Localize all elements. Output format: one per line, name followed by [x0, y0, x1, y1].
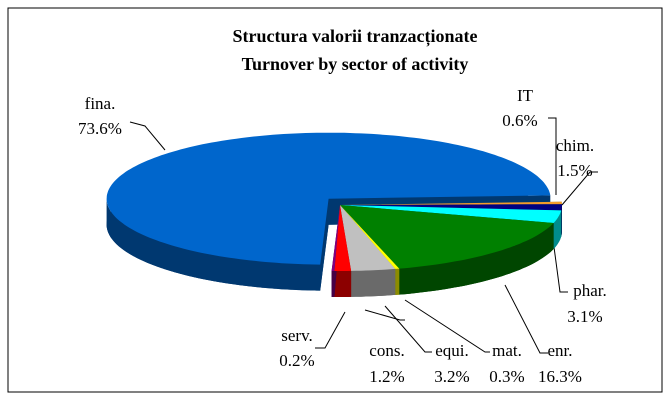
slice [340, 205, 396, 271]
slice-outer-wall [561, 205, 562, 237]
slice-label: chim. [556, 136, 594, 155]
leader-lines [129, 117, 598, 354]
slice-outer-wall [331, 271, 335, 297]
slice [331, 205, 340, 271]
slice-label: equi. [435, 341, 469, 360]
value-label: 1.5% [557, 161, 592, 180]
value-label: 0.2% [279, 351, 314, 370]
chart-subtitle: Turnover by sector of activity [242, 54, 469, 74]
value-label: 1.2% [369, 367, 404, 386]
slice [340, 204, 562, 211]
slice-label: fina. [85, 94, 116, 113]
slice-label: phar. [573, 281, 607, 300]
slice-outer-wall [395, 268, 400, 295]
slice-outer-wall [351, 268, 396, 297]
value-label: 0.6% [502, 111, 537, 130]
slice [334, 205, 352, 271]
leader-line [364, 309, 405, 321]
value-label: 16.3% [538, 367, 582, 386]
slice-wall [320, 198, 329, 291]
leader-line [561, 171, 598, 206]
slice-outer-wall [334, 270, 352, 297]
slice-label: serv. [281, 326, 312, 345]
leader-line [404, 299, 490, 353]
value-label: 0.3% [489, 367, 524, 386]
leader-line [315, 311, 346, 349]
leader-line [548, 117, 557, 195]
chart-title: Structura valorii tranzacționate [233, 26, 478, 47]
slice [340, 205, 400, 269]
slice-label: mat. [492, 341, 522, 360]
slice-outer-wall [553, 210, 562, 249]
pie-tops [106, 132, 562, 271]
slice [340, 201, 562, 205]
slice-outer-wall [106, 198, 321, 291]
slice [340, 205, 554, 269]
slice-label: cons. [369, 341, 404, 360]
leader-line [551, 231, 568, 293]
leader-line [129, 121, 166, 151]
slice-outer-wall [399, 223, 554, 295]
slice [106, 132, 551, 265]
value-label: 3.2% [434, 367, 469, 386]
leader-line [504, 284, 548, 354]
slice [340, 205, 562, 223]
slice-label: IT [517, 86, 534, 105]
leader-line [384, 305, 432, 353]
value-label: 73.6% [78, 119, 122, 138]
value-label: 3.1% [567, 307, 602, 326]
slice-label: enr. [547, 341, 572, 360]
